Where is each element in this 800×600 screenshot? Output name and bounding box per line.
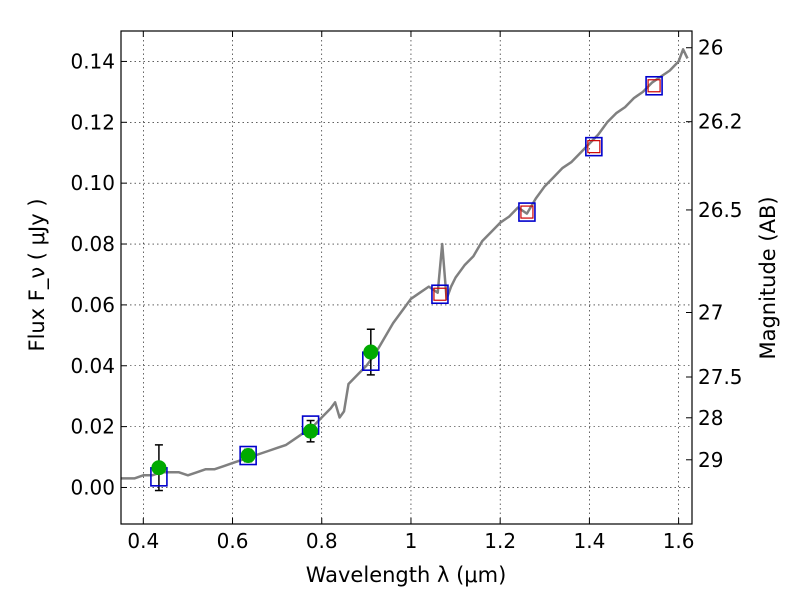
y-tick-label: 0.02 [70,415,115,439]
y-axis-label: Flux F_ν ( μJy ) [25,198,50,351]
observed-point [363,344,379,360]
x-tick-label: 0.8 [306,529,338,553]
y-tick-label: 0.10 [70,171,115,195]
y-tick-label: 0.14 [70,49,115,73]
x-tick-label: 1 [405,529,418,553]
model-marker [431,284,449,305]
right-axis-label: Magnitude (AB) [756,196,780,359]
x-tick-labels: 0.4 0.6 0.8 1 1.2 1.4 1.6 [127,529,694,553]
right-tick-label: 29 [698,448,723,472]
x-axis-label: Wavelength λ (μm) [306,563,507,587]
right-tick-labels: 26 26.2 26.5 27 27.5 28 29 [698,36,743,472]
x-tick-label: 1.4 [573,529,605,553]
y-tick-labels: 0.00 0.02 0.04 0.06 0.08 0.10 0.12 0.14 [70,49,115,499]
right-tick-label: 26.2 [698,110,743,134]
model-marker [645,75,663,96]
model-marker [585,136,603,157]
right-tick-label: 26.5 [698,198,743,222]
x-tick-label: 1.2 [484,529,516,553]
model-inner-marker [520,205,534,219]
plot-frame [120,30,693,525]
y-tick-label: 0.06 [70,293,115,317]
x-tick-label: 0.4 [127,529,159,553]
observed-point [303,423,319,439]
model-layer [150,75,663,487]
y-tick-label: 0.12 [70,110,115,134]
ticks [121,31,692,524]
model-inner-marker [587,140,601,154]
model-marker [239,445,257,466]
y-tick-label: 0.08 [70,232,115,256]
y-tick-label: 0.04 [70,354,115,378]
grid [121,31,692,524]
right-tick-label: 28 [698,406,723,430]
plot-area [121,31,692,524]
right-tick-label: 26 [698,36,723,60]
x-tick-label: 1.6 [663,529,695,553]
right-tick-label: 27.5 [698,365,743,389]
observed-point [151,460,167,476]
model-marker [518,202,536,222]
model-inner-marker [433,287,447,301]
x-tick-label: 0.6 [217,529,249,553]
model-inner-marker [647,79,661,93]
y-tick-label: 0.00 [70,475,115,499]
observed-layer [151,344,379,476]
right-tick-label: 27 [698,300,723,324]
observed-point [240,448,256,464]
